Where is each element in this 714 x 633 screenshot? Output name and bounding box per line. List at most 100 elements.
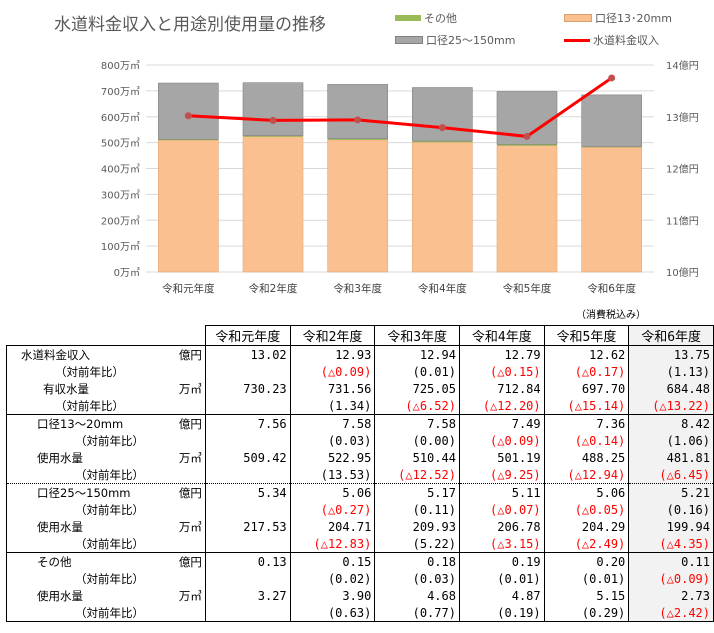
table-cell: 0.15	[289, 552, 376, 570]
row-label-text: （対前年比）	[75, 467, 144, 482]
row-label: その他 億円	[6, 552, 206, 570]
table-cell: (△0.15)	[458, 363, 545, 380]
table-row: 口径13～20mm 億円 7.56 7.58 7.58 7.49 7.36 8.42	[6, 414, 714, 432]
table-cell: 5.34	[204, 483, 291, 501]
left-tick-label: 0万㎥	[114, 266, 140, 279]
table-cell: 697.70	[543, 380, 630, 397]
table-cell: (△4.35)	[628, 535, 714, 553]
table-cell: 684.48	[628, 380, 714, 397]
table-cell: (1.06)	[628, 432, 714, 449]
right-tick-label: 12億円	[666, 163, 699, 176]
table-cell: 3.27	[204, 587, 291, 604]
table-cell: 204.29	[543, 518, 630, 535]
row-unit: 万㎥	[178, 588, 202, 603]
table-cell: (0.02)	[289, 570, 376, 587]
tax-note: （消費税込み）	[576, 310, 646, 320]
table-cell: (0.77)	[374, 604, 460, 622]
category-label: 令和元年度	[162, 282, 215, 295]
bar-small	[581, 147, 642, 273]
row-unit: 億円	[178, 485, 202, 500]
bar-small	[242, 136, 304, 273]
table-row: （対前年比） (0.03) (0.00) (△0.09) (△0.14) (1.06)	[6, 432, 714, 449]
table-cell: 501.19	[458, 449, 545, 466]
row-label: 使用水量 万㎥	[6, 449, 206, 466]
revenue-point	[608, 74, 616, 82]
table-cell: 7.49	[458, 414, 545, 432]
column-header: 令和4年度	[458, 325, 545, 346]
bar-large	[581, 94, 642, 147]
table-cell: 0.20	[543, 552, 630, 570]
bar-other	[243, 135, 303, 137]
row-unit: 億円	[178, 554, 202, 569]
table-cell: (0.01)	[374, 363, 460, 380]
legend-label: 口径13･20mm	[595, 12, 672, 25]
right-tick-label: 14億円	[666, 59, 699, 72]
table-cell: (0.29)	[543, 604, 630, 622]
bar-other	[581, 146, 642, 148]
table-cell: 12.79	[458, 345, 545, 363]
right-tick-label: 10億円	[666, 266, 699, 279]
table-cell	[204, 397, 291, 415]
column-header: 令和3年度	[374, 325, 460, 346]
bar-small	[412, 142, 473, 273]
table-cell: 4.68	[374, 587, 460, 604]
bar-other	[412, 141, 473, 143]
table-cell: (△12.20)	[458, 397, 545, 415]
table-cell: (△0.17)	[543, 363, 630, 380]
table-cell: (0.11)	[374, 501, 460, 518]
table-cell: 5.06	[289, 483, 376, 501]
legend-swatch	[564, 14, 592, 22]
row-label: （対前年比）	[6, 535, 206, 553]
table-cell: 12.94	[374, 345, 460, 363]
bar-small	[496, 145, 558, 273]
table-cell: 4.87	[458, 587, 545, 604]
revenue-point	[184, 112, 192, 120]
category-label: 令和3年度	[333, 282, 382, 295]
table-row: 口径25～150mm 億円 5.34 5.06 5.17 5.11 5.06 5.21	[6, 483, 714, 501]
table-cell: (1.34)	[289, 397, 376, 415]
table-cell: (△0.05)	[543, 501, 630, 518]
table-row: 使用水量 万㎥ 3.27 3.90 4.68 4.87 5.15 2.73	[6, 587, 714, 604]
row-unit: 億円	[178, 347, 202, 362]
table-cell: 3.90	[289, 587, 376, 604]
row-label: 使用水量 万㎥	[6, 587, 206, 604]
table-cell: (△6.52)	[374, 397, 460, 415]
legend-label: 口径25～150mm	[426, 34, 516, 47]
column-header: 令和2年度	[289, 325, 376, 346]
column-header: 令和元年度	[204, 325, 291, 346]
category-label: 令和6年度	[587, 282, 636, 295]
row-label-text: （対前年比）	[55, 364, 124, 379]
left-tick-label: 400万㎥	[101, 163, 140, 176]
chart-title: 水道料金収入と用途別使用量の推移	[54, 15, 326, 35]
row-label-text: 使用水量	[37, 588, 83, 603]
row-label: （対前年比）	[6, 604, 206, 622]
row-label: （対前年比）	[6, 432, 206, 449]
column-header: 令和5年度	[543, 325, 630, 346]
row-unit: 万㎥	[178, 381, 202, 396]
table-cell	[204, 466, 291, 484]
table-cell: 5.21	[628, 483, 714, 501]
table-cell: 0.13	[204, 552, 291, 570]
revenue-point	[523, 132, 531, 140]
row-label: 使用水量 万㎥	[6, 518, 206, 535]
row-label-text: 使用水量	[37, 450, 83, 465]
row-label: （対前年比）	[6, 397, 206, 415]
row-label-text: 口径13～20mm	[37, 416, 124, 431]
table-cell: 7.58	[289, 414, 376, 432]
table-cell: (△0.09)	[628, 570, 714, 587]
table-cell: 7.58	[374, 414, 460, 432]
table-cell: (△12.52)	[374, 466, 460, 484]
row-label-text: その他	[37, 554, 72, 569]
table-cell: 0.19	[458, 552, 545, 570]
table-cell: (0.03)	[374, 570, 460, 587]
row-label-text: 口径25～150mm	[37, 485, 131, 500]
table-cell: (0.16)	[628, 501, 714, 518]
bar-other	[327, 138, 388, 140]
table-cell: (1.13)	[628, 363, 714, 380]
table-cell: 199.94	[628, 518, 714, 535]
table-cell: 481.81	[628, 449, 714, 466]
bar-large	[412, 87, 473, 142]
row-label-text: （対前年比）	[75, 433, 144, 448]
legend-swatch	[564, 38, 590, 42]
table-row: （対前年比） (△12.83) (5.22) (△3.15) (△2.49) (△4.35…	[6, 535, 714, 553]
